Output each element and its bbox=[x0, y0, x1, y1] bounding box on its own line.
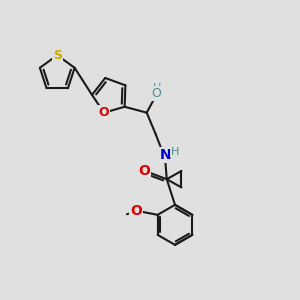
Text: O: O bbox=[138, 164, 150, 178]
Text: H: H bbox=[153, 83, 161, 93]
Text: O: O bbox=[99, 106, 109, 119]
Text: N: N bbox=[160, 148, 171, 162]
Text: O: O bbox=[151, 87, 161, 100]
Text: O: O bbox=[130, 204, 142, 218]
Text: H: H bbox=[171, 146, 179, 157]
Text: S: S bbox=[53, 49, 62, 62]
